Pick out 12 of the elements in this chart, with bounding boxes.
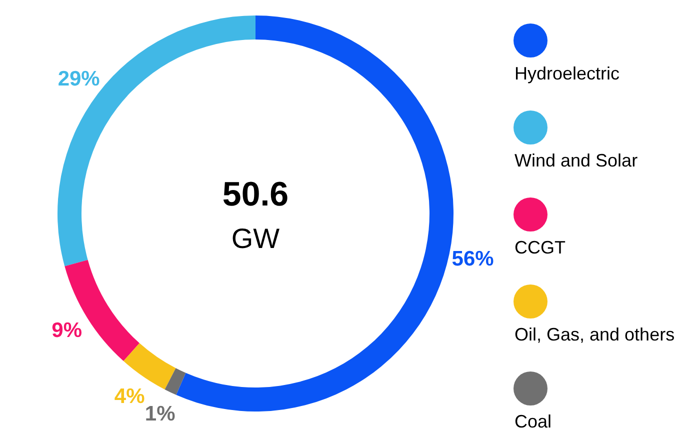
- legend-label: CCGT: [514, 238, 566, 258]
- legend-label: Oil, Gas, and others: [514, 324, 675, 344]
- text: GW: [231, 223, 280, 254]
- data-label: 29%: [58, 68, 100, 91]
- data-label: 9%: [52, 319, 82, 342]
- text: 50.6: [222, 176, 289, 214]
- data-label: 56%: [452, 247, 494, 270]
- legend-label: Hydroelectric: [514, 64, 620, 84]
- legend-label: Wind and Solar: [514, 150, 638, 170]
- legend-label: Coal: [514, 412, 552, 432]
- data-label: 1%: [144, 402, 176, 426]
- data-label: 4%: [114, 384, 146, 408]
